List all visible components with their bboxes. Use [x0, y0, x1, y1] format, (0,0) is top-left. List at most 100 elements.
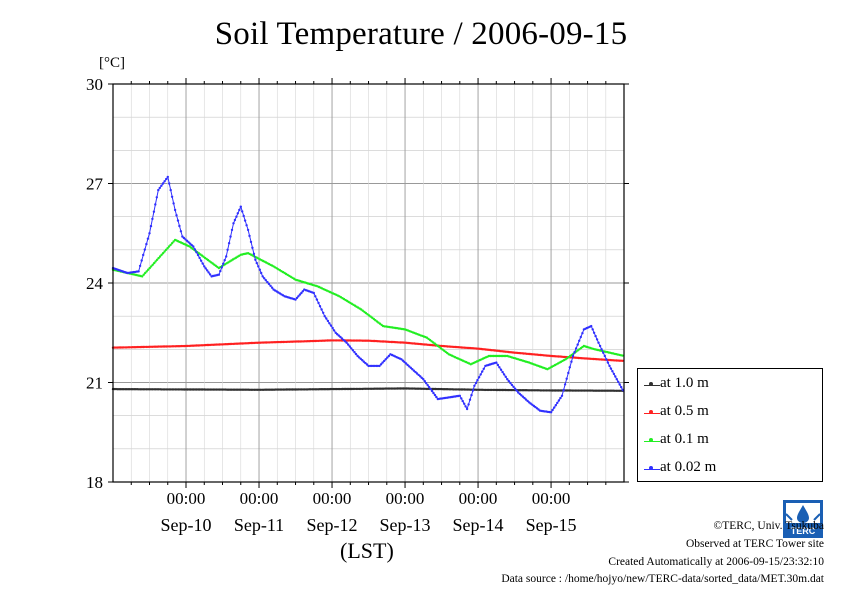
x-tick-time-label: 00:00	[386, 489, 425, 508]
series-point	[611, 370, 614, 373]
series-point	[145, 270, 148, 273]
series-point	[138, 264, 142, 268]
series-point	[255, 261, 258, 265]
series-point	[334, 331, 337, 334]
legend-label: at 0.02 m	[660, 459, 717, 475]
series-point	[269, 284, 272, 287]
series-point	[417, 373, 420, 377]
series-point	[482, 367, 485, 370]
series-point	[325, 317, 328, 320]
series-point	[264, 279, 267, 282]
series-point	[175, 214, 178, 217]
series-point	[477, 376, 481, 379]
series-point	[199, 259, 203, 262]
series-point	[515, 389, 518, 392]
series-point	[430, 389, 434, 393]
series-point	[618, 383, 621, 386]
series-point	[152, 210, 156, 213]
series-point	[597, 341, 600, 344]
series-point	[406, 363, 409, 367]
series-point	[160, 184, 163, 187]
series-point	[155, 196, 158, 199]
x-tick-time-label: 00:00	[167, 489, 206, 508]
series-point	[248, 234, 251, 238]
series-point	[464, 405, 467, 408]
series-point	[502, 373, 506, 376]
series-point	[409, 366, 412, 369]
legend-item-0-02m: at 0.02 m	[638, 457, 824, 477]
svg-text:TERC: TERC	[791, 526, 816, 536]
series-point	[318, 305, 322, 308]
legend-item-0-1m: at 0.1 m	[638, 429, 824, 449]
series-point	[254, 258, 257, 261]
series-point	[386, 356, 389, 359]
series-point	[252, 252, 256, 255]
series-point	[167, 245, 171, 248]
series-point	[603, 354, 606, 358]
series-point	[232, 222, 235, 225]
x-tick-date-label: Sep-12	[307, 515, 358, 535]
series-point	[155, 258, 159, 261]
series-point	[343, 340, 347, 343]
series-point	[594, 334, 597, 338]
series-point	[217, 273, 221, 276]
series-point	[225, 255, 228, 258]
series-point	[598, 344, 602, 348]
series-point	[337, 334, 340, 337]
series-point	[142, 253, 145, 257]
series-point	[208, 273, 212, 276]
x-tick-time-label: 00:00	[532, 489, 571, 508]
series-point	[595, 338, 599, 341]
series-point	[621, 359, 624, 362]
series-point	[353, 351, 356, 354]
series-point	[354, 352, 358, 356]
series-point	[513, 387, 517, 390]
legend-swatch-dot	[649, 438, 653, 442]
series-point	[154, 260, 157, 263]
series-point	[559, 396, 562, 400]
series-point	[243, 219, 247, 222]
series-point	[238, 208, 241, 212]
series-point	[165, 177, 168, 181]
series-point	[295, 296, 299, 300]
series-point	[512, 385, 515, 388]
series-point	[356, 354, 359, 358]
series-point	[379, 363, 383, 366]
series-point	[189, 242, 192, 245]
series-point	[571, 354, 575, 358]
series-point	[249, 240, 253, 244]
series-point	[164, 248, 168, 251]
series-point	[312, 291, 315, 295]
series-point	[261, 275, 264, 278]
legend-label: at 1.0 m	[660, 375, 709, 391]
x-tick-date-label: Sep-15	[526, 515, 577, 535]
series-point	[364, 361, 367, 365]
series-point	[328, 322, 331, 325]
series-point	[474, 381, 478, 385]
series-point	[425, 382, 428, 385]
legend: at 1.0 m at 0.5 m at 0.1 m at 0.02 m	[637, 368, 823, 482]
series-point	[198, 256, 201, 260]
chart-title: Soil Temperature / 2006-09-15	[214, 16, 628, 52]
series-point	[187, 241, 190, 244]
series-point	[481, 370, 484, 373]
series-point	[560, 394, 564, 397]
series-point	[460, 397, 463, 400]
series-point	[258, 268, 261, 271]
series-point	[600, 348, 603, 351]
series-point	[163, 180, 166, 183]
series-point	[169, 243, 172, 247]
x-axis-label: (LST)	[340, 538, 394, 563]
series-point	[517, 391, 520, 394]
y-tick-label: 21	[86, 374, 103, 393]
series-point	[549, 411, 553, 414]
series-point	[260, 271, 263, 275]
series-point	[614, 375, 617, 378]
series-point	[242, 214, 245, 218]
series-point	[229, 235, 232, 238]
series-point	[411, 368, 414, 371]
series-point	[403, 360, 406, 364]
series-point	[606, 361, 610, 364]
series-point	[463, 402, 466, 405]
series-point	[158, 255, 162, 258]
